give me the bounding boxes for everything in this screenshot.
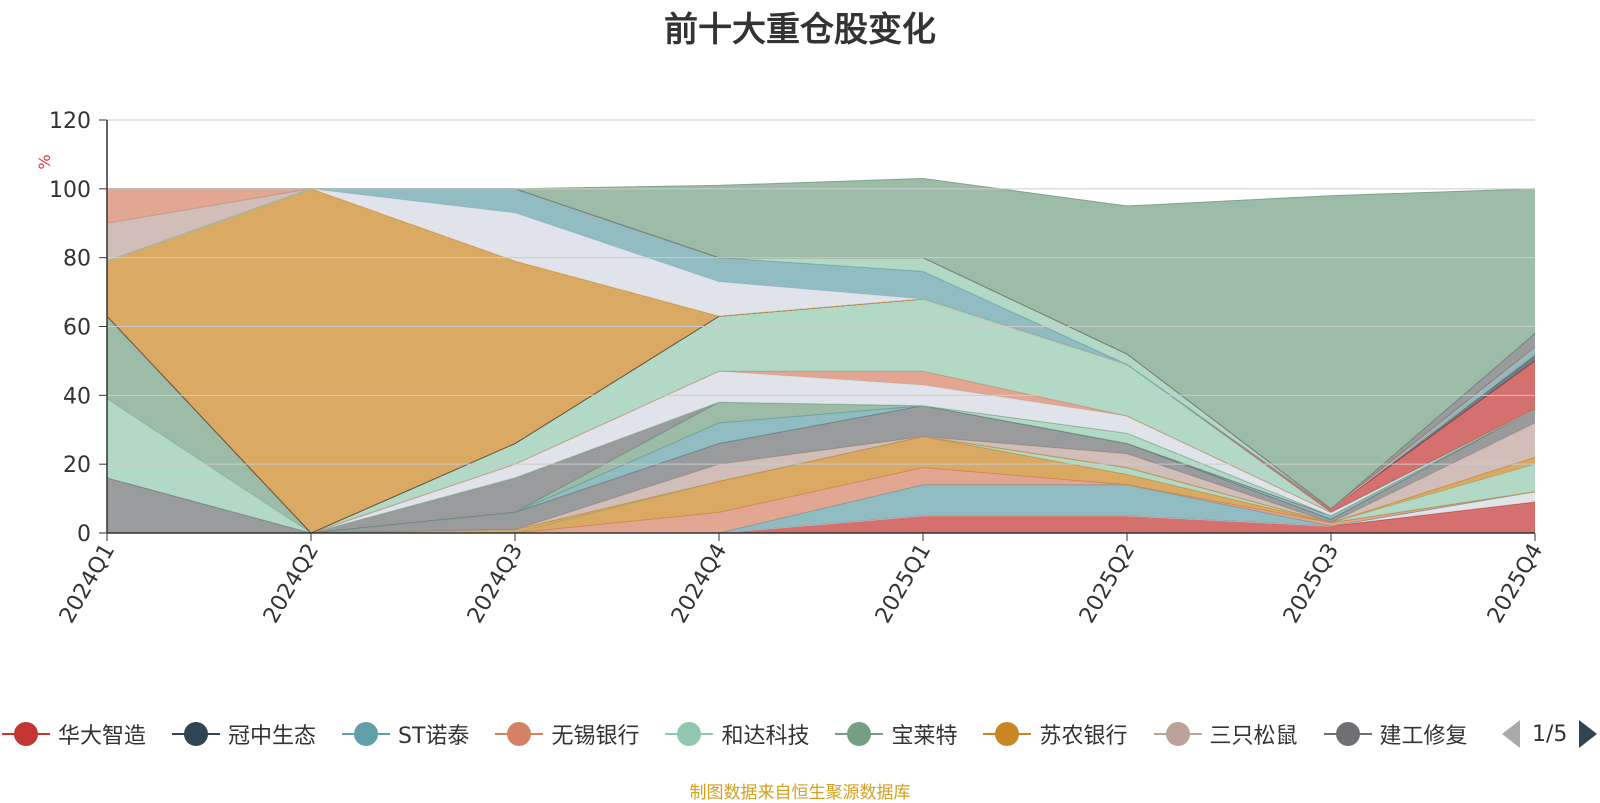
legend-marker-icon	[1152, 720, 1204, 748]
legend-label: 三只松鼠	[1209, 724, 1298, 749]
legend-item[interactable]: 建工修复	[1322, 716, 1468, 752]
x-tick-label: 2024Q4	[667, 540, 732, 628]
legend-item[interactable]: ST诺泰	[340, 716, 469, 752]
area-series-4	[107, 436, 1535, 533]
legend-next-page-button[interactable]	[1579, 720, 1598, 748]
area-series-16	[107, 299, 1535, 533]
chart-title: 前十大重仓股变化	[664, 10, 936, 50]
legend-label: ST诺泰	[398, 724, 470, 749]
y-tick-label: 40	[63, 384, 91, 409]
legend-label: 华大智造	[58, 724, 147, 749]
legend-label: 宝莱特	[891, 724, 958, 749]
legend-page-indicator: 1/5	[1532, 721, 1568, 747]
legend-marker-icon	[493, 720, 545, 748]
x-tick-label: 2025Q2	[1075, 540, 1140, 628]
y-axis-unit-label: %	[35, 154, 54, 169]
area-series-26	[107, 178, 1535, 509]
grid-lines	[107, 119, 1535, 465]
y-tick-label: 20	[63, 453, 91, 478]
legend-label: 冠中生态	[228, 724, 317, 749]
legend-item[interactable]: 冠中生态	[170, 716, 316, 752]
legend-marker-icon	[981, 720, 1033, 748]
y-tick-label: 80	[63, 247, 91, 272]
legend-prev-page-button[interactable]	[1502, 720, 1520, 748]
legend-item[interactable]: 宝莱特	[833, 716, 957, 752]
x-tick-label: 2024Q2	[259, 540, 324, 628]
stacked-area-chart: 0 20 40 60 80 100 120 2024Q1 2024Q2 2024Q3 2024Q4 2…	[35, 109, 1548, 628]
x-tick-label: 2025Q1	[871, 540, 936, 628]
legend-marker-icon	[663, 720, 715, 748]
x-tick-label: 2024Q3	[463, 540, 528, 628]
area-series-19	[107, 188, 1535, 534]
legend-marker-icon	[1322, 720, 1374, 748]
legend-label: 苏农银行	[1039, 724, 1128, 749]
x-tick-label: 2024Q1	[55, 540, 120, 628]
legend-marker-icon	[340, 720, 392, 748]
source-note: 制图数据来自恒生聚源数据库	[689, 783, 911, 803]
area-series-8	[107, 405, 1535, 533]
area-series-11	[107, 402, 1535, 533]
area-series-0	[107, 502, 1535, 533]
y-tick-label: 0	[77, 522, 91, 547]
legend-label: 无锡银行	[551, 724, 640, 749]
x-tick-label: 2025Q4	[1483, 540, 1548, 628]
legend-item[interactable]: 和达科技	[663, 716, 809, 752]
legend-marker-icon	[0, 720, 52, 748]
x-tick-label: 2025Q3	[1279, 540, 1344, 628]
y-tick-label: 100	[49, 178, 91, 203]
legend-label: 建工修复	[1379, 724, 1468, 749]
area-series-3	[107, 467, 1535, 533]
y-tick-label: 120	[49, 109, 91, 134]
legend-label: 和达科技	[721, 724, 810, 749]
area-series	[106, 177, 1536, 534]
legend-marker-icon	[833, 720, 885, 748]
legend-item[interactable]: 苏农银行	[981, 716, 1128, 752]
legend: 华大智造 冠中生态 ST诺泰 无锡银行 和达科技 宝莱特 苏农银行 三只松鼠 建工修复	[0, 716, 1480, 752]
legend-item[interactable]: 无锡银行	[493, 716, 639, 752]
y-tick-label: 60	[63, 316, 91, 341]
legend-item[interactable]: 三只松鼠	[1152, 716, 1298, 752]
legend-marker-icon	[170, 720, 222, 748]
legend-item[interactable]: 华大智造	[0, 716, 146, 752]
legend-pager: 1/5	[1500, 716, 1600, 752]
